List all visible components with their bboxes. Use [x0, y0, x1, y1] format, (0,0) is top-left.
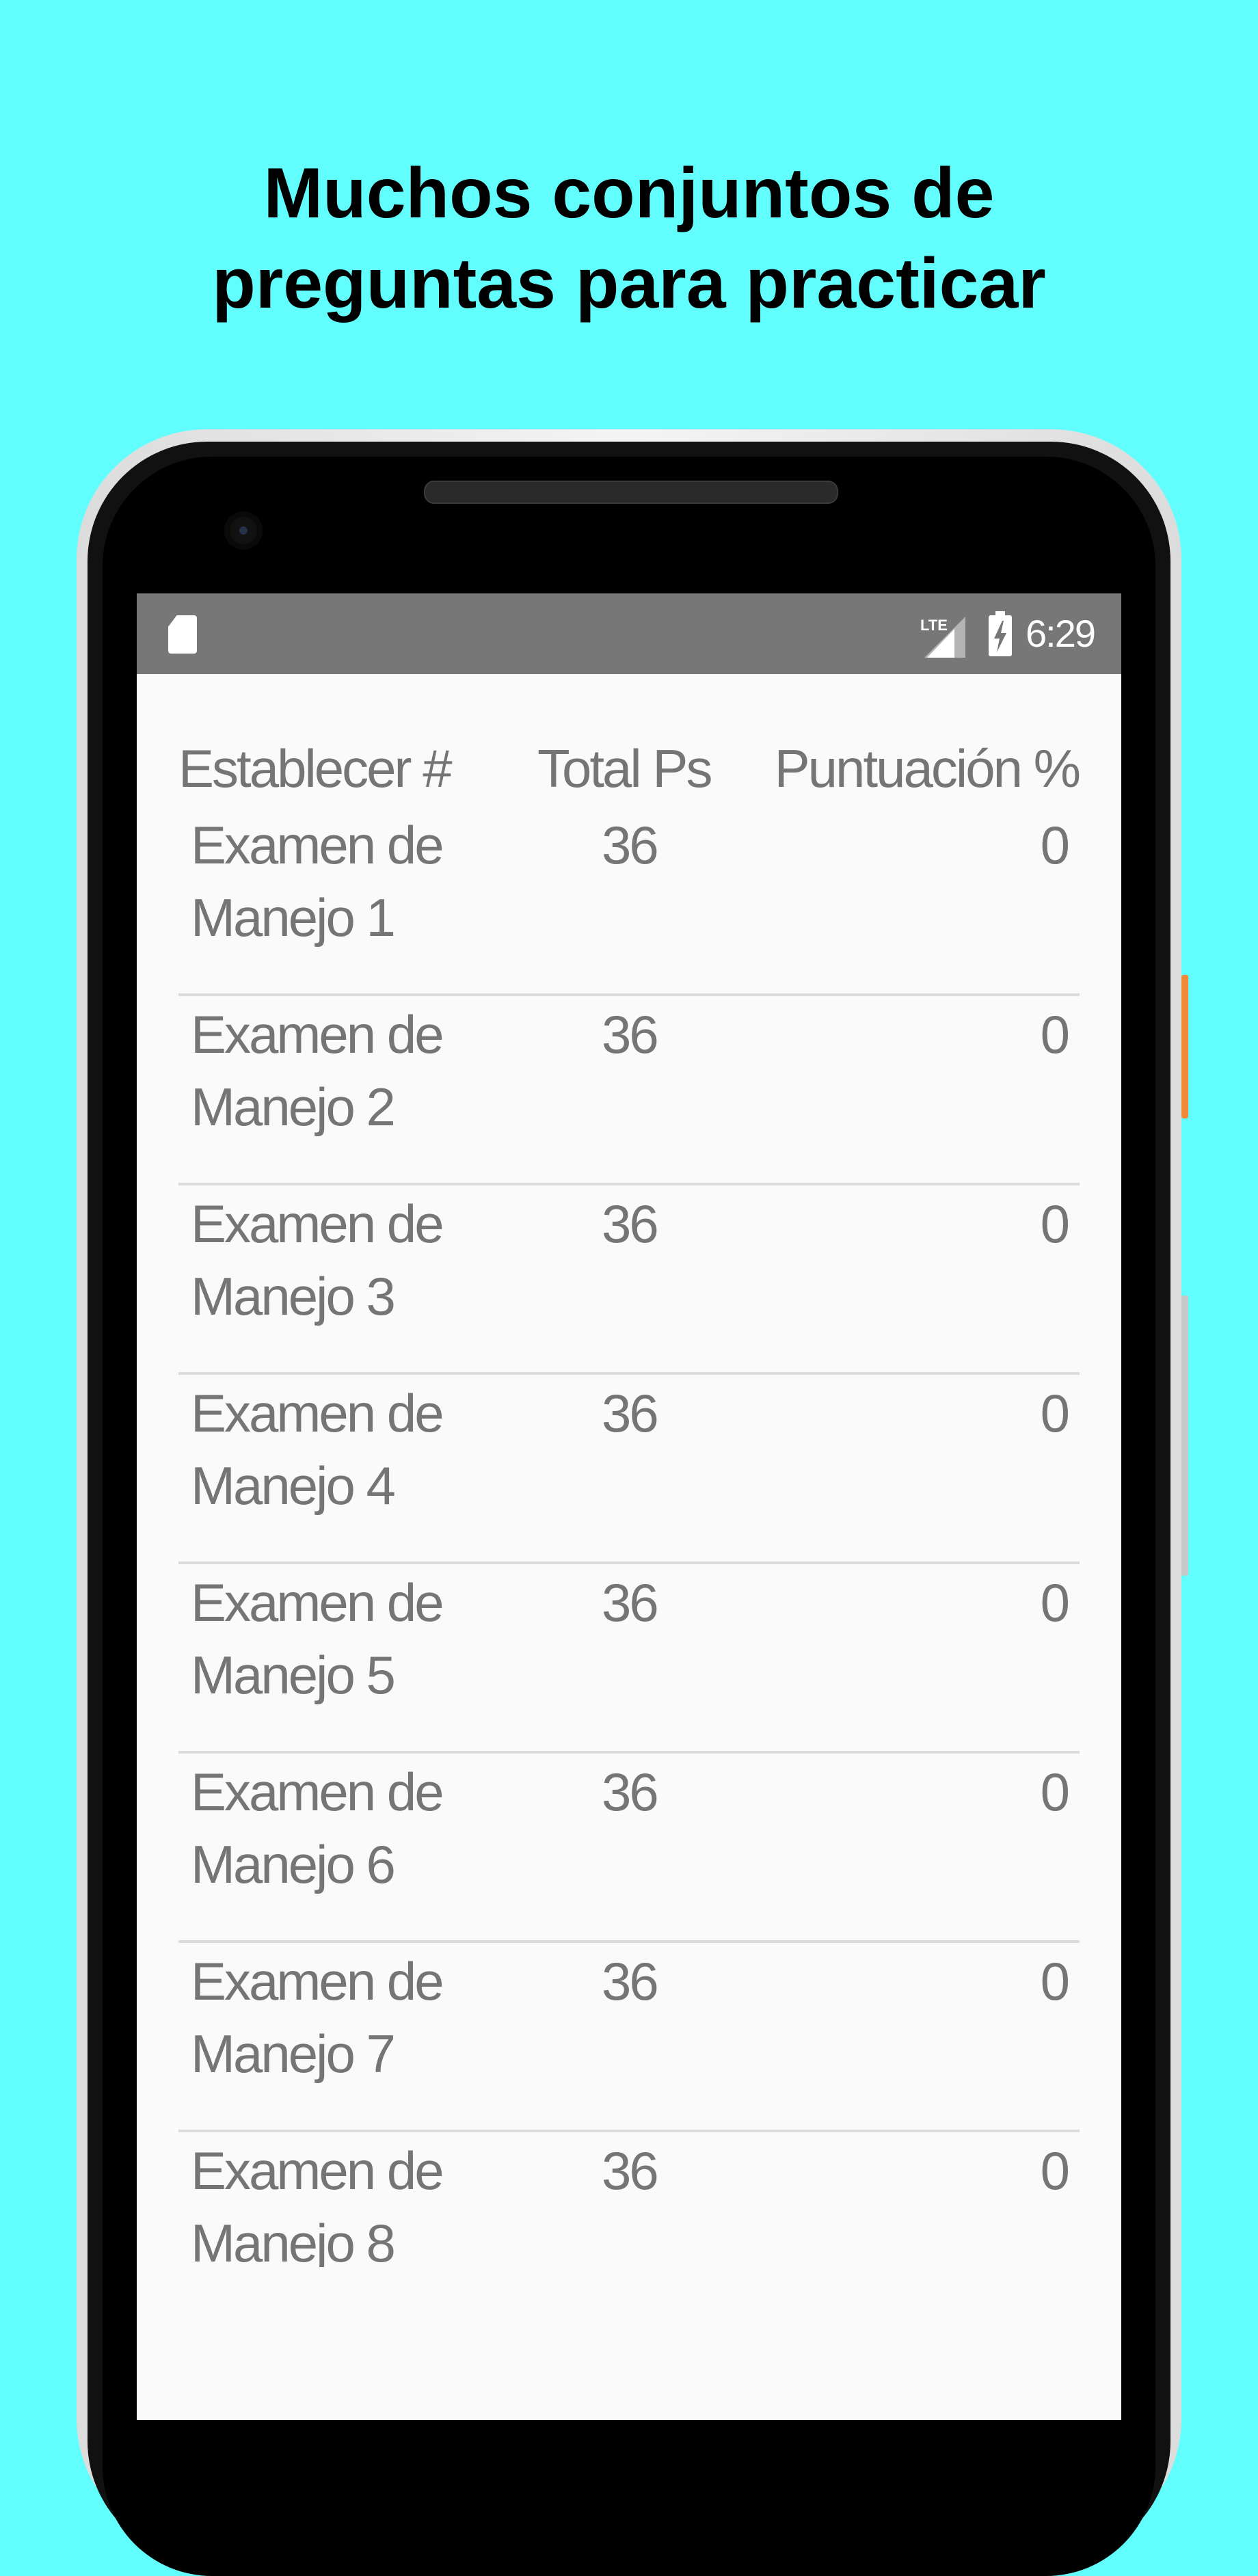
set-name-line2: Manejo 6 — [191, 1834, 396, 1894]
phone-screen: LTE 6:29 Establecer # Total Ps Puntuació… — [137, 593, 1121, 2420]
sd-card-icon — [168, 615, 197, 654]
total-questions: 36 — [602, 1762, 659, 1822]
total-questions: 36 — [602, 1194, 659, 1254]
header-score: Puntuación % — [774, 738, 1081, 799]
row-divider — [178, 1751, 1080, 1754]
total-questions: 36 — [602, 1951, 659, 2011]
row-divider — [178, 993, 1080, 996]
table-row[interactable]: Examen de Manejo 2 36 0 — [137, 996, 1121, 1185]
score-percent: 0 — [1040, 1383, 1070, 1443]
table-row[interactable]: Examen de Manejo 3 36 0 — [137, 1185, 1121, 1375]
score-percent: 0 — [1040, 1762, 1070, 1822]
table-row[interactable]: Examen de Manejo 6 36 0 — [137, 1754, 1121, 1943]
set-name-line2: Manejo 1 — [191, 887, 396, 948]
score-percent: 0 — [1040, 1572, 1070, 1633]
set-name-line1: Examen de — [191, 1572, 444, 1633]
set-name-line1: Examen de — [191, 2141, 444, 2201]
set-name-line2: Manejo 8 — [191, 2213, 396, 2267]
set-name-line2: Manejo 3 — [191, 1266, 396, 1326]
lte-signal-icon: LTE — [920, 617, 965, 658]
front-camera-icon — [224, 511, 263, 550]
set-name-line2: Manejo 4 — [191, 1455, 396, 1516]
table-row[interactable]: Examen de Manejo 5 36 0 — [137, 1564, 1121, 1754]
set-name-line1: Examen de — [191, 815, 444, 875]
table-row[interactable]: Examen de Manejo 4 36 0 — [137, 1375, 1121, 1564]
score-percent: 0 — [1040, 815, 1070, 875]
power-button — [1181, 975, 1188, 1118]
header-set: Establecer # — [178, 738, 453, 799]
row-divider — [178, 1183, 1080, 1185]
score-percent: 0 — [1040, 1004, 1070, 1064]
total-questions: 36 — [602, 1383, 659, 1443]
set-name-line1: Examen de — [191, 1194, 444, 1254]
status-time: 6:29 — [1026, 612, 1096, 655]
question-set-list[interactable]: Examen de Manejo 1 36 0 Examen de Manejo 2 36 0… — [137, 593, 1121, 2267]
score-percent: 0 — [1040, 2141, 1070, 2201]
header-total: Total Ps — [537, 738, 712, 799]
table-row[interactable]: Examen de Manejo 1 36 0 — [137, 807, 1121, 996]
headline-line-1: Muchos conjuntos de — [263, 154, 995, 233]
total-questions: 36 — [602, 2141, 659, 2201]
headline-line-2: preguntas para practicar — [212, 244, 1046, 323]
score-percent: 0 — [1040, 1951, 1070, 2011]
row-divider — [178, 2130, 1080, 2132]
row-divider — [178, 1372, 1080, 1375]
set-name-line2: Manejo 7 — [191, 2024, 396, 2084]
score-percent: 0 — [1040, 1194, 1070, 1254]
battery-charging-icon — [989, 611, 1012, 656]
total-questions: 36 — [602, 815, 659, 875]
total-questions: 36 — [602, 1004, 659, 1064]
row-divider — [178, 1940, 1080, 1943]
set-name-line1: Examen de — [191, 1762, 444, 1822]
set-name-line2: Manejo 2 — [191, 1077, 396, 1137]
set-name-line1: Examen de — [191, 1004, 444, 1064]
set-name-line2: Manejo 5 — [191, 1645, 396, 1705]
table-row[interactable]: Examen de Manejo 8 36 0 — [137, 2132, 1121, 2267]
total-questions: 36 — [602, 1572, 659, 1633]
volume-button — [1181, 1296, 1188, 1576]
speaker-grille — [424, 481, 838, 504]
set-name-line1: Examen de — [191, 1383, 444, 1443]
set-name-line1: Examen de — [191, 1951, 444, 2011]
svg-text:LTE: LTE — [920, 617, 948, 634]
status-bar: LTE 6:29 — [137, 593, 1121, 674]
table-row[interactable]: Examen de Manejo 7 36 0 — [137, 1943, 1121, 2132]
row-divider — [178, 1561, 1080, 1564]
